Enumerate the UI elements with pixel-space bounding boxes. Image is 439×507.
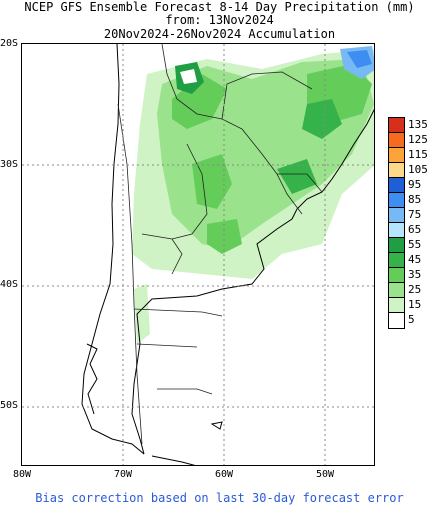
- legend-swatch: [389, 178, 404, 193]
- legend-swatch: [389, 313, 404, 328]
- lon-label-70w: 70W: [114, 469, 133, 480]
- precip-shading: [132, 46, 374, 344]
- legend-swatch: [389, 223, 404, 238]
- legend-swatch: [389, 268, 404, 283]
- legend-swatch: [389, 118, 404, 133]
- legend-value: 5: [408, 313, 415, 326]
- lon-label-50w: 50W: [316, 469, 335, 480]
- legend-swatch: [389, 208, 404, 223]
- legend-value: 55: [408, 238, 422, 251]
- legend-value: 65: [408, 223, 422, 236]
- country-borders: [117, 44, 323, 445]
- legend-swatch: [389, 238, 404, 253]
- legend-value: 35: [408, 268, 422, 281]
- coastlines: [81, 44, 374, 465]
- legend-value: 95: [408, 178, 422, 191]
- lat-label-30s: 30S: [0, 159, 19, 170]
- legend-value: 115: [408, 148, 428, 161]
- lat-label-50s: 50S: [0, 400, 19, 411]
- legend-value: 45: [408, 253, 422, 266]
- lat-label-40s: 40S: [0, 279, 19, 290]
- legend-value: 75: [408, 208, 422, 221]
- legend-value: 15: [408, 298, 422, 311]
- legend-value: 25: [408, 283, 422, 296]
- footer-note: Bias correction based on last 30-day for…: [35, 491, 404, 505]
- map-title-line3: 20Nov2024-26Nov2024 Accumulation: [103, 27, 336, 41]
- legend-value: 135: [408, 118, 428, 131]
- legend-value: 85: [408, 193, 422, 206]
- map-canvas: [22, 44, 374, 465]
- legend-swatch: [389, 148, 404, 163]
- lon-label-60w: 60W: [215, 469, 234, 480]
- legend-swatch: [389, 298, 404, 313]
- precipitation-map: [21, 43, 375, 466]
- legend-value: 125: [408, 133, 428, 146]
- map-title-line2: from: 13Nov2024: [165, 13, 274, 27]
- grid-lines: [22, 44, 374, 465]
- lat-label-20s: 20S: [0, 38, 19, 49]
- legend-swatch: [389, 193, 404, 208]
- legend-swatch: [389, 163, 404, 178]
- legend-swatch: [389, 133, 404, 148]
- legend-swatch: [389, 283, 404, 298]
- color-legend: [388, 117, 405, 329]
- lon-label-80w: 80W: [13, 469, 32, 480]
- map-title-line1: NCEP GFS Ensemble Forecast 8-14 Day Prec…: [24, 0, 415, 14]
- legend-value: 105: [408, 163, 428, 176]
- legend-swatch: [389, 253, 404, 268]
